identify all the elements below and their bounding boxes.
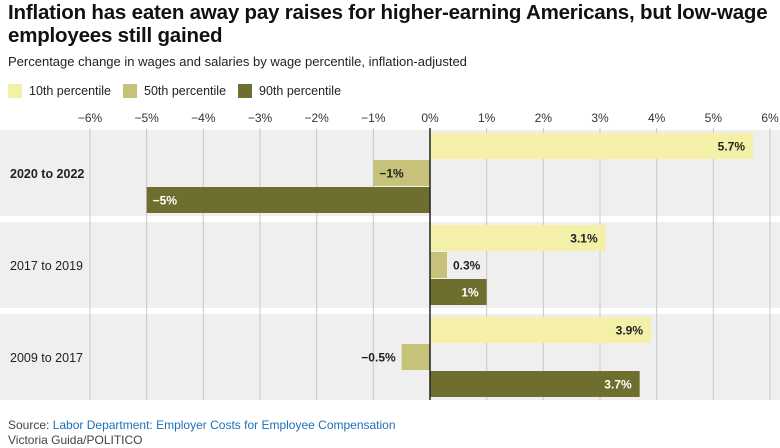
bar-90th-percentile [430, 371, 640, 397]
data-label: 3.1% [570, 232, 598, 246]
category-band [0, 222, 780, 308]
legend-swatch-10th [8, 84, 22, 98]
category-label: 2017 to 2019 [10, 259, 83, 273]
credit-line: Victoria Guida/POLITICO [8, 433, 143, 447]
data-label: 5.7% [718, 140, 746, 154]
x-tick-label: −1% [361, 111, 386, 125]
data-label: 3.7% [604, 378, 632, 392]
legend-item-10th: 10th percentile [8, 84, 111, 98]
source-link[interactable]: Labor Department: Employer Costs for Emp… [52, 418, 396, 432]
chart-title: Inflation has eaten away pay raises for … [8, 1, 768, 47]
x-tick-label: 3% [591, 111, 609, 125]
source-line: Source: Labor Department: Employer Costs… [8, 418, 396, 432]
x-tick-label: 2% [535, 111, 553, 125]
x-tick-label: 6% [761, 111, 779, 125]
data-label: 0.3% [453, 259, 481, 273]
source-prefix: Source: [8, 418, 53, 432]
category-label: 2020 to 2022 [10, 167, 84, 181]
x-tick-label: 1% [478, 111, 496, 125]
bar-50th-percentile [373, 160, 430, 186]
legend-label-50th: 50th percentile [144, 84, 227, 98]
data-label: −1% [379, 167, 404, 181]
category-label: 2009 to 2017 [10, 351, 83, 365]
x-tick-label: −6% [78, 111, 103, 125]
x-tick-label: −5% [134, 111, 159, 125]
bar-10th-percentile [430, 317, 651, 343]
x-tick-label: −3% [248, 111, 273, 125]
x-tick-label: 0% [421, 111, 439, 125]
bar-chart: −6% −5% −4% −3% −2% −1% 0% 1% 2% 3% 4% 5% 6% 2020 to … [0, 111, 780, 400]
legend-label-10th: 10th percentile [29, 84, 112, 98]
x-tick-label: −2% [304, 111, 329, 125]
x-tick-label: 5% [705, 111, 723, 125]
data-label: −0.5% [361, 351, 396, 365]
bar-10th-percentile [430, 225, 606, 251]
x-tick-label: 4% [648, 111, 666, 125]
x-tick-label: −4% [191, 111, 216, 125]
bar-90th-percentile [146, 187, 430, 213]
bar-90th-percentile [430, 279, 487, 305]
data-label: 1% [461, 286, 479, 300]
legend-item-90th: 90th percentile [238, 84, 341, 98]
chart-subtitle: Percentage change in wages and salaries … [8, 54, 467, 69]
legend-label-90th: 90th percentile [259, 84, 342, 98]
bar-10th-percentile [430, 133, 753, 159]
bar-50th-percentile [430, 252, 447, 278]
bar-50th-percentile [401, 344, 430, 370]
legend-swatch-50th [123, 84, 138, 98]
data-label: −5% [153, 194, 178, 208]
legend-item-50th: 50th percentile [123, 84, 226, 98]
legend: 10th percentile 50th percentile 90th per… [8, 84, 353, 98]
legend-swatch-90th [238, 84, 253, 98]
data-label: 3.9% [616, 324, 644, 338]
